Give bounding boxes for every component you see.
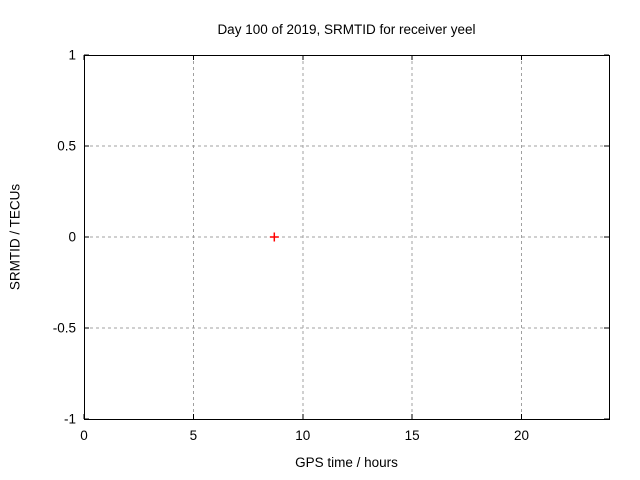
x-tick-label: 10: [295, 428, 310, 443]
chart-title: Day 100 of 2019, SRMTID for receiver yee…: [217, 22, 476, 37]
x-tick-label: 20: [514, 428, 529, 443]
y-tick-label: 1: [68, 48, 76, 63]
x-axis-label: GPS time / hours: [295, 455, 398, 470]
x-tick-label: 0: [80, 428, 88, 443]
x-tick-label: 5: [190, 428, 198, 443]
y-tick-label: 0: [68, 230, 76, 245]
y-tick-label: -1: [64, 412, 76, 427]
y-tick-label: -0.5: [53, 321, 76, 336]
x-tick-label: 15: [405, 428, 420, 443]
y-tick-label: 0.5: [57, 139, 76, 154]
